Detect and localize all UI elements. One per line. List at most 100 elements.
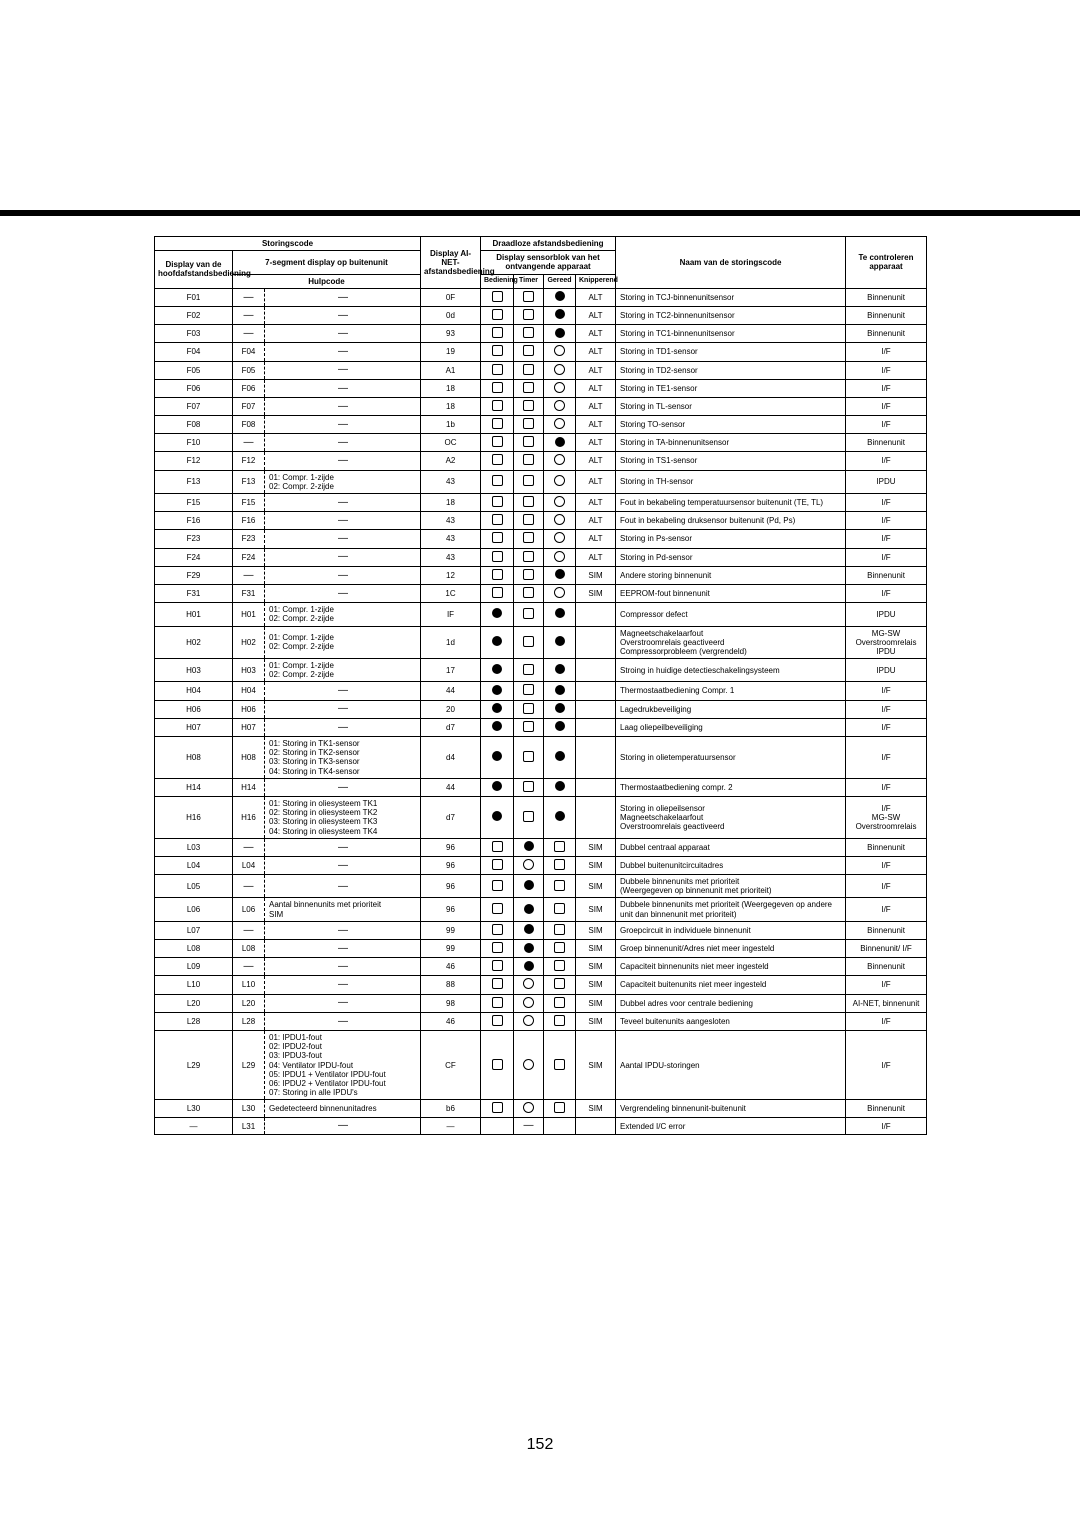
timer-cell bbox=[514, 994, 544, 1012]
knip-cell: SIM bbox=[576, 958, 616, 976]
gereed-cell bbox=[544, 379, 576, 397]
knip-cell: SIM bbox=[576, 566, 616, 584]
timer-cell bbox=[514, 434, 544, 452]
device-cell: I/F bbox=[846, 452, 927, 470]
table-row: F08F08—1bALTStoring TO-sensorI/F bbox=[155, 416, 927, 434]
knip-cell bbox=[576, 659, 616, 682]
help-cell: — bbox=[265, 548, 421, 566]
name-cell: Aantal IPDU-storingen bbox=[616, 1030, 846, 1099]
code-cell: L20 bbox=[155, 994, 233, 1012]
bediening-cell bbox=[481, 530, 514, 548]
table-row: F29——12SIMAndere storing binnenunitBinne… bbox=[155, 566, 927, 584]
bediening-cell bbox=[481, 921, 514, 939]
help-cell: — bbox=[265, 397, 421, 415]
timer-cell bbox=[514, 325, 544, 343]
ainet-cell: 43 bbox=[421, 512, 481, 530]
table-row: L03——96SIMDubbel centraal apparaatBinnen… bbox=[155, 838, 927, 856]
bediening-cell bbox=[481, 566, 514, 584]
device-cell: Binnenunit bbox=[846, 325, 927, 343]
name-cell: Capaciteit buitenunits niet meer ingeste… bbox=[616, 976, 846, 994]
ainet-cell: 46 bbox=[421, 1012, 481, 1030]
page-number: 152 bbox=[0, 1436, 1080, 1454]
timer-cell bbox=[514, 778, 544, 796]
ainet-cell: 99 bbox=[421, 940, 481, 958]
bediening-cell bbox=[481, 1118, 514, 1135]
bediening-cell bbox=[481, 737, 514, 779]
help-cell: — bbox=[265, 921, 421, 939]
knip-cell: SIM bbox=[576, 1030, 616, 1099]
table-row: L30L30Gedetecteerd binnenunitadresb6SIMV… bbox=[155, 1100, 927, 1118]
gereed-cell bbox=[544, 452, 576, 470]
knip-cell: ALT bbox=[576, 548, 616, 566]
code-cell: L05 bbox=[155, 875, 233, 898]
ainet-cell: 17 bbox=[421, 659, 481, 682]
bediening-cell bbox=[481, 584, 514, 602]
name-cell: Andere storing binnenunit bbox=[616, 566, 846, 584]
name-cell: Storing in TC1-binnenunitsensor bbox=[616, 325, 846, 343]
knip-cell: ALT bbox=[576, 343, 616, 361]
help-cell: — bbox=[265, 1012, 421, 1030]
name-cell: Teveel buitenunits aangesloten bbox=[616, 1012, 846, 1030]
help-cell: — bbox=[265, 778, 421, 796]
help-cell: — bbox=[265, 416, 421, 434]
gereed-cell bbox=[544, 856, 576, 874]
ainet-cell: d4 bbox=[421, 737, 481, 779]
sub-cell: — bbox=[233, 566, 265, 584]
sub-cell: — bbox=[233, 958, 265, 976]
knip-cell: SIM bbox=[576, 1100, 616, 1118]
sub-cell: F16 bbox=[233, 512, 265, 530]
code-cell: F07 bbox=[155, 397, 233, 415]
bediening-cell bbox=[481, 416, 514, 434]
sub-cell: L20 bbox=[233, 994, 265, 1012]
ainet-cell: 0F bbox=[421, 288, 481, 306]
device-cell: I/F bbox=[846, 718, 927, 736]
help-cell: — bbox=[265, 1118, 421, 1135]
table-row: F24F24—43ALTStoring in Pd-sensorI/F bbox=[155, 548, 927, 566]
table-row: L29L2901: IPDU1-fout 02: IPDU2-fout 03: … bbox=[155, 1030, 927, 1099]
help-cell: — bbox=[265, 530, 421, 548]
device-cell: I/F bbox=[846, 898, 927, 921]
ainet-cell: d7 bbox=[421, 796, 481, 838]
bediening-cell bbox=[481, 452, 514, 470]
table-body: F01——0FALTStoring in TCJ-binnenunitsenso… bbox=[155, 288, 927, 1134]
ainet-cell: 43 bbox=[421, 548, 481, 566]
code-cell: H08 bbox=[155, 737, 233, 779]
ainet-cell: 1d bbox=[421, 626, 481, 659]
code-cell: F24 bbox=[155, 548, 233, 566]
gereed-cell bbox=[544, 718, 576, 736]
sub-cell: — bbox=[233, 288, 265, 306]
name-cell: Storing in TL-sensor bbox=[616, 397, 846, 415]
sub-cell: F24 bbox=[233, 548, 265, 566]
hdr-sensorblok: Display sensorblok van het ontvangende a… bbox=[481, 251, 616, 274]
table-row: H03H0301: Compr. 1-zijde 02: Compr. 2-zi… bbox=[155, 659, 927, 682]
sub-cell: — bbox=[233, 921, 265, 939]
gereed-cell bbox=[544, 325, 576, 343]
bediening-cell bbox=[481, 1030, 514, 1099]
sub-cell: H04 bbox=[233, 682, 265, 700]
knip-cell bbox=[576, 1118, 616, 1135]
device-cell: I/F bbox=[846, 682, 927, 700]
gereed-cell bbox=[544, 958, 576, 976]
knip-cell bbox=[576, 737, 616, 779]
table-row: F05F05—A1ALTStoring in TD2-sensorI/F bbox=[155, 361, 927, 379]
device-cell: I/F bbox=[846, 1012, 927, 1030]
help-cell: 01: Storing in oliesysteem TK1 02: Stori… bbox=[265, 796, 421, 838]
table-row: H01H0101: Compr. 1-zijde 02: Compr. 2-zi… bbox=[155, 603, 927, 626]
timer-cell bbox=[514, 452, 544, 470]
code-cell: — bbox=[155, 1118, 233, 1135]
gereed-cell bbox=[544, 343, 576, 361]
gereed-cell bbox=[544, 875, 576, 898]
gereed-cell bbox=[544, 603, 576, 626]
device-cell: Binnenunit bbox=[846, 958, 927, 976]
code-cell: F23 bbox=[155, 530, 233, 548]
knip-cell: ALT bbox=[576, 306, 616, 324]
hdr-knipperend: Knipperend bbox=[576, 274, 616, 288]
device-cell: I/F bbox=[846, 530, 927, 548]
name-cell: Dubbel adres voor centrale bediening bbox=[616, 994, 846, 1012]
ainet-cell: 18 bbox=[421, 397, 481, 415]
gereed-cell bbox=[544, 838, 576, 856]
gereed-cell bbox=[544, 584, 576, 602]
bediening-cell bbox=[481, 1012, 514, 1030]
sub-cell: L30 bbox=[233, 1100, 265, 1118]
bediening-cell bbox=[481, 682, 514, 700]
